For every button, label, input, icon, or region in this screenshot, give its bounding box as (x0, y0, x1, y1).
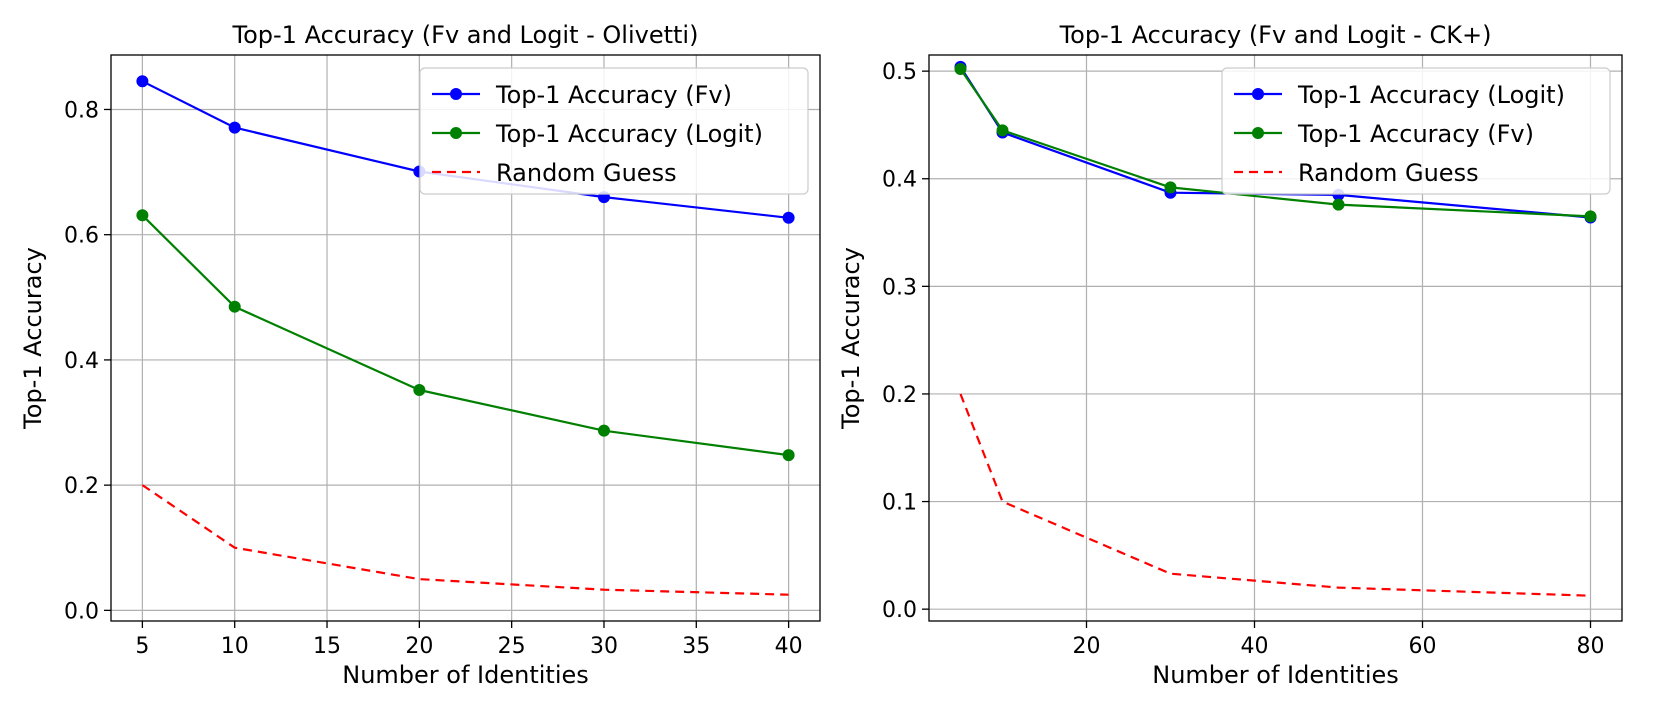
legend-label: Top-1 Accuracy (Fv) (495, 81, 732, 109)
legend-swatch-marker (450, 127, 462, 139)
y-tick-label: 0.6 (64, 224, 99, 249)
data-point (954, 62, 967, 75)
data-point (413, 383, 426, 396)
y-tick-label: 0.5 (882, 60, 917, 85)
data-point (782, 449, 795, 462)
y-tick-label: 0.2 (882, 383, 917, 408)
x-axis-label: Number of Identities (1152, 661, 1399, 689)
legend-label: Top-1 Accuracy (Logit) (495, 120, 763, 148)
x-tick-label: 40 (775, 634, 803, 659)
y-tick-label: 0.3 (882, 275, 917, 300)
y-axis-label: Top-1 Accuracy (837, 247, 865, 430)
legend-label: Top-1 Accuracy (Logit) (1297, 81, 1565, 109)
x-tick-label: 15 (313, 634, 341, 659)
data-point (1584, 210, 1597, 223)
x-tick-label: 40 (1241, 634, 1269, 659)
legend-swatch-marker (1252, 127, 1264, 139)
data-point (1332, 198, 1345, 211)
data-point (782, 211, 795, 224)
legend-box (1221, 67, 1611, 195)
chart-title: Top-1 Accuracy (Fv and Logit - CK+) (1059, 21, 1492, 49)
chart-title: Top-1 Accuracy (Fv and Logit - Olivetti) (232, 21, 699, 49)
legend-swatch-marker (450, 88, 462, 100)
legend-label: Random Guess (1298, 159, 1479, 187)
series-random-guess (959, 393, 1591, 597)
legend-box (419, 67, 809, 195)
y-tick-label: 0.4 (64, 349, 99, 374)
y-tick-label: 0.1 (882, 491, 917, 516)
legend-label: Random Guess (496, 159, 677, 187)
x-tick-label: 20 (1073, 634, 1101, 659)
data-point (597, 424, 610, 437)
data-point (228, 121, 241, 134)
y-tick-label: 0.0 (64, 599, 99, 624)
series-top-1-accuracy-logit (136, 209, 795, 462)
x-axis-label: Number of Identities (342, 661, 589, 689)
x-tick-label: 80 (1577, 634, 1605, 659)
y-tick-label: 0.2 (64, 474, 99, 499)
chart-panel-right: 20 40 60 80 0.0 0.1 0.2 0.3 0.4 0.5 Top-1 Accuracy… (837, 21, 1623, 689)
x-tick-label: 35 (682, 634, 710, 659)
legend-label: Top-1 Accuracy (Fv) (1297, 120, 1534, 148)
data-point (1164, 181, 1177, 194)
series-line (141, 214, 789, 457)
x-tick-label: 25 (498, 634, 526, 659)
chart-panel-left: 5 10 15 20 25 30 35 40 0.0 0.2 0.4 0.6 0.8 Top-1 Accu… (19, 21, 821, 689)
data-point (136, 209, 149, 222)
plot-frame (110, 54, 821, 622)
data-point (228, 300, 241, 313)
x-tick-label: 60 (1409, 634, 1437, 659)
data-point (996, 124, 1009, 137)
x-tick-label: 10 (221, 634, 249, 659)
series-line (959, 393, 1591, 597)
plot-frame (928, 54, 1623, 622)
series-random-guess (141, 484, 789, 596)
x-tick-label: 5 (135, 634, 149, 659)
legend: Top-1 Accuracy (Logit) Top-1 Accuracy (Fv… (1221, 67, 1611, 195)
y-tick-label: 0.8 (64, 98, 99, 123)
y-tick-label: 0.0 (882, 598, 917, 623)
y-tick-label: 0.4 (882, 168, 917, 193)
x-tick-label: 20 (405, 634, 433, 659)
series-line (141, 484, 789, 596)
y-axis-label: Top-1 Accuracy (19, 247, 47, 430)
legend-swatch-marker (1252, 88, 1264, 100)
x-tick-label: 30 (590, 634, 618, 659)
data-point (136, 75, 149, 88)
legend: Top-1 Accuracy (Fv) Top-1 Accuracy (Logit… (419, 67, 809, 195)
series-top-1-accuracy-fv (954, 62, 1597, 223)
